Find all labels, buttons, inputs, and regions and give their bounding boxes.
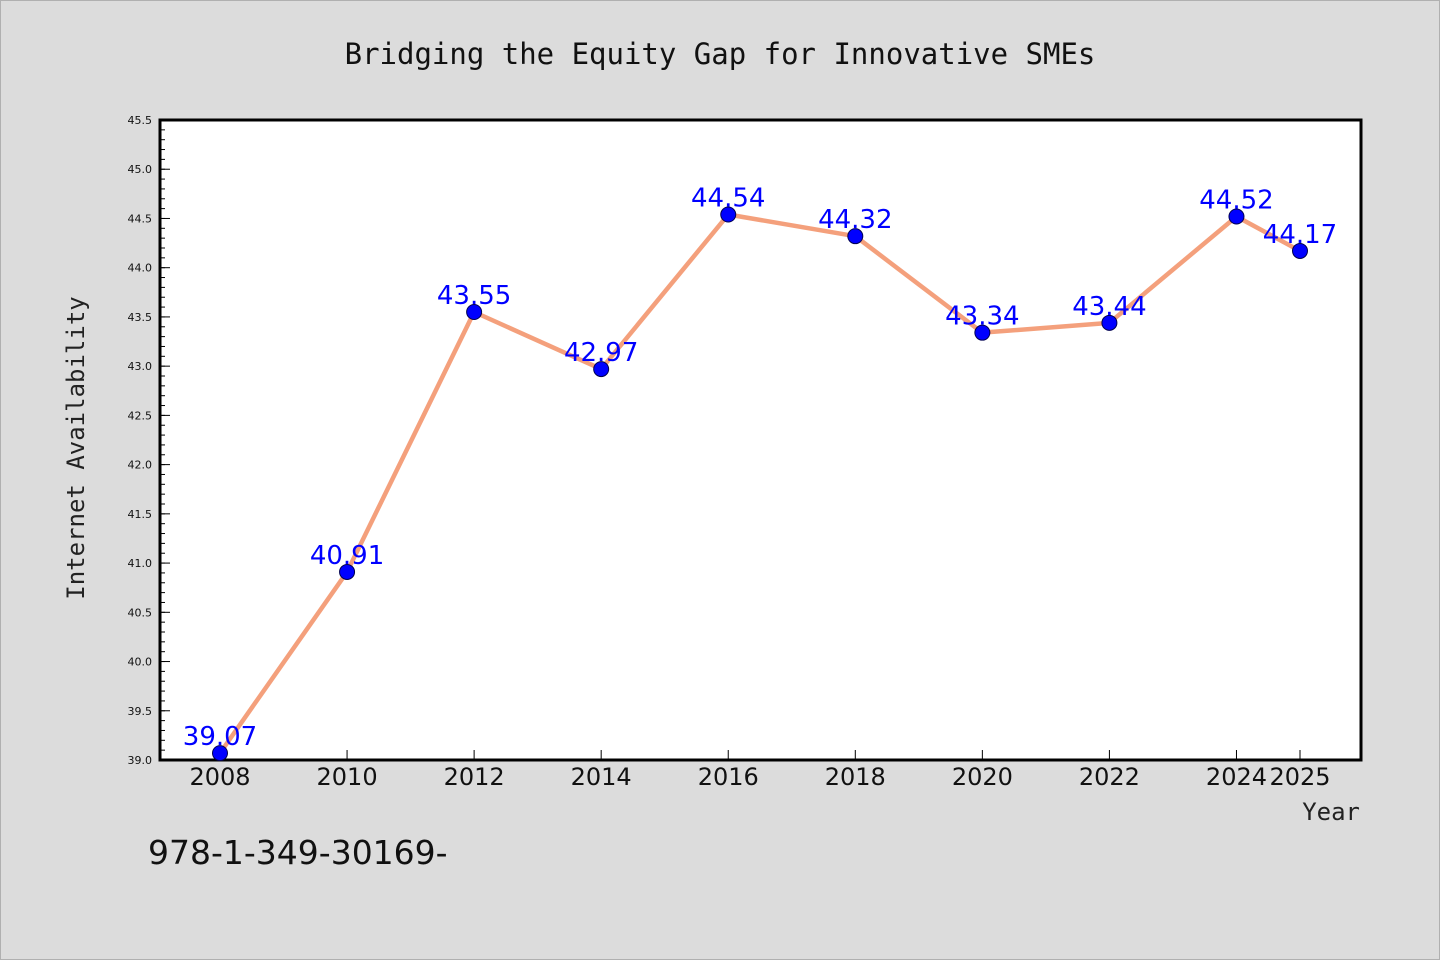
y-axis: 39.0 39.5 40.0 40.5 41.0 41.5 42.0 42.5 43.0 43.5… xyxy=(128,114,170,767)
series-line xyxy=(218,212,1302,755)
plot-area xyxy=(158,118,1363,762)
x-tick-label: 2018 xyxy=(825,763,886,791)
x-tick-label: 2008 xyxy=(189,763,250,791)
chart-title: Bridging the Equity Gap for Innovative S… xyxy=(345,37,1096,71)
data-label: 44.54 xyxy=(691,184,765,214)
series-layer: 39.07 40.91 43.55 42.97 44.54 44.32 43.34 43.44… xyxy=(183,184,1337,762)
data-point xyxy=(720,206,737,223)
data-label: 39.07 xyxy=(183,722,257,752)
data-label: 43.44 xyxy=(1072,292,1146,322)
data-point xyxy=(847,228,864,245)
x-tick-label: 2016 xyxy=(698,763,759,791)
x-axis-label: Year xyxy=(1302,798,1360,826)
x-tick-label: 2012 xyxy=(444,763,505,791)
data-label: 44.52 xyxy=(1199,185,1273,215)
y-tick-label: 41.0 xyxy=(128,557,153,570)
y-tick-label: 44.5 xyxy=(128,212,153,225)
y-tick-label: 45.0 xyxy=(128,163,153,176)
y-tick-label: 41.5 xyxy=(128,508,153,521)
y-tick-label: 45.5 xyxy=(128,114,153,127)
y-tick-label: 43.5 xyxy=(128,311,153,324)
x-tick-label: 2014 xyxy=(571,763,632,791)
data-point xyxy=(466,304,483,320)
y-tick-label: 44.0 xyxy=(128,262,153,275)
data-label: 42.97 xyxy=(564,338,638,368)
data-point xyxy=(974,324,991,341)
x-tick-label: 2025 xyxy=(1269,763,1330,791)
x-axis: 2008 2010 2012 2014 2016 2018 2020 2022 2024 2025 xyxy=(189,750,1331,791)
data-label: 40.91 xyxy=(310,541,384,571)
y-tick-label: 42.0 xyxy=(128,459,153,472)
data-point xyxy=(1228,208,1245,225)
data-point xyxy=(1292,242,1308,259)
data-label: 43.34 xyxy=(945,302,1019,332)
y-tick-label: 39.5 xyxy=(128,705,153,718)
y-tick-label: 40.0 xyxy=(128,656,153,669)
data-point xyxy=(212,745,228,762)
data-label: 44.17 xyxy=(1263,220,1337,250)
data-point xyxy=(339,563,356,580)
x-tick-label: 2020 xyxy=(952,763,1013,791)
y-axis-label: Internet Availability xyxy=(62,296,90,599)
y-tick-label: 43.0 xyxy=(128,360,153,373)
data-point xyxy=(1101,314,1118,331)
x-tick-label: 2010 xyxy=(317,763,378,791)
x-tick-label: 2024 xyxy=(1206,763,1267,791)
y-tick-label: 40.5 xyxy=(128,606,153,619)
y-tick-label: 42.5 xyxy=(128,409,153,422)
footnote-text: 978-1-349-30169- xyxy=(148,833,448,872)
data-point xyxy=(593,361,610,378)
x-tick-label: 2022 xyxy=(1079,763,1140,791)
data-label: 44.32 xyxy=(818,205,892,235)
y-tick-label: 39.0 xyxy=(128,754,153,767)
data-label: 43.55 xyxy=(437,281,511,311)
